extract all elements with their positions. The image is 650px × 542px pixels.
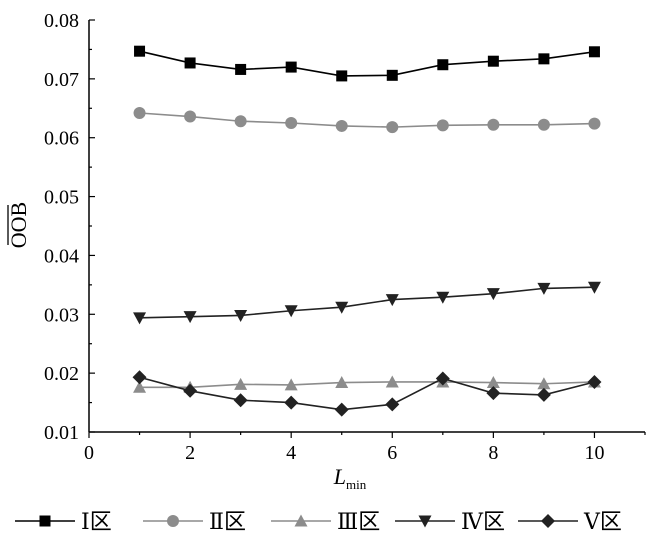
data-point	[487, 118, 500, 131]
data-point	[285, 117, 298, 129]
data-point	[385, 375, 399, 388]
series-line	[139, 381, 595, 389]
data-point	[184, 57, 196, 69]
series-5	[132, 370, 602, 417]
data-point	[536, 387, 551, 402]
legend-marker	[541, 514, 555, 528]
legend-item-4: Ⅳ区	[395, 509, 505, 534]
data-point	[537, 377, 551, 390]
data-point	[285, 61, 297, 73]
data-point	[133, 380, 147, 393]
legend-label: Ⅰ区	[81, 509, 112, 534]
data-point	[436, 291, 450, 304]
data-point	[588, 117, 601, 130]
data-point	[132, 370, 147, 385]
legend-label: Ⅴ区	[583, 509, 622, 534]
data-point	[335, 376, 349, 389]
data-point	[486, 288, 500, 301]
data-point	[336, 70, 348, 82]
data-point	[587, 281, 601, 294]
legend-marker	[294, 514, 308, 527]
legend-marker	[39, 515, 51, 527]
data-point	[233, 393, 248, 408]
y-tick-label: 0.06	[44, 128, 79, 150]
data-point	[183, 383, 198, 398]
x-tick-label: 2	[185, 442, 195, 464]
data-point	[335, 301, 349, 314]
legend-marker	[167, 515, 179, 527]
series-line	[139, 112, 595, 128]
tick-labels: 0 2 4 6 8 10 0.01 0.02 0.03 0.04 0.05 0.06 0.07 0.08	[44, 10, 604, 464]
data-point	[234, 309, 248, 322]
series-3	[133, 375, 601, 393]
y-axis-label-group: OOB	[6, 202, 31, 248]
data-point	[234, 115, 247, 128]
axes	[88, 19, 646, 438]
data-point	[386, 121, 399, 134]
data-point	[133, 312, 147, 325]
data-point	[435, 371, 450, 386]
legend-marker	[418, 515, 432, 528]
legend-item-2: Ⅱ区	[143, 509, 246, 534]
x-tick-label: 6	[387, 442, 397, 464]
data-point	[334, 402, 349, 417]
data-point	[587, 374, 602, 389]
x-axis-label: Lmin	[333, 464, 367, 492]
y-tick-label: 0.08	[44, 10, 79, 32]
legend-label: Ⅱ区	[209, 509, 246, 534]
data-point	[487, 55, 499, 67]
x-tick-label: 8	[488, 442, 498, 464]
data-point	[234, 377, 248, 390]
series-layer	[132, 45, 602, 417]
data-point	[486, 376, 500, 389]
data-point	[134, 45, 146, 57]
series-1	[134, 45, 600, 82]
y-tick-label: 0.04	[44, 245, 79, 267]
series-line	[139, 286, 595, 319]
series-2	[133, 106, 601, 134]
data-point	[436, 119, 449, 132]
y-tick-label: 0.03	[44, 304, 79, 326]
y-tick-label: 0.01	[44, 422, 79, 444]
y-tick-label: 0.05	[44, 187, 79, 209]
data-point	[133, 106, 146, 119]
data-point	[385, 397, 400, 412]
data-point	[235, 63, 247, 75]
data-point	[183, 311, 197, 324]
data-point	[537, 282, 551, 295]
series-line	[139, 50, 595, 77]
legend-label: Ⅳ区	[461, 509, 505, 534]
legend-item-1: Ⅰ区	[15, 509, 112, 534]
series-line	[139, 376, 595, 411]
legend-item-5: Ⅴ区	[518, 509, 622, 534]
x-axis-label-sub: min	[346, 477, 367, 492]
y-axis-label: OOB	[6, 202, 31, 248]
data-point	[538, 53, 550, 65]
legend: Ⅰ区 Ⅱ区 Ⅲ区 Ⅳ区 Ⅴ区	[15, 509, 622, 534]
data-point	[437, 59, 449, 71]
y-tick-label: 0.02	[44, 363, 79, 385]
series-4	[133, 281, 601, 325]
x-tick-label: 4	[286, 442, 296, 464]
data-point	[588, 46, 600, 58]
y-tick-label: 0.07	[44, 69, 79, 91]
legend-item-3: Ⅲ区	[271, 509, 380, 534]
data-point	[386, 69, 398, 81]
x-tick-label: 10	[584, 442, 604, 464]
data-point	[184, 110, 197, 123]
data-point	[486, 386, 501, 401]
data-point	[284, 305, 298, 318]
data-point	[537, 118, 550, 131]
x-axis-label-main: L	[333, 464, 346, 489]
data-point	[284, 378, 298, 391]
legend-label: Ⅲ区	[337, 509, 380, 534]
data-point	[284, 395, 299, 410]
data-point	[385, 294, 399, 307]
data-point	[335, 119, 348, 132]
x-tick-label: 0	[84, 442, 94, 464]
